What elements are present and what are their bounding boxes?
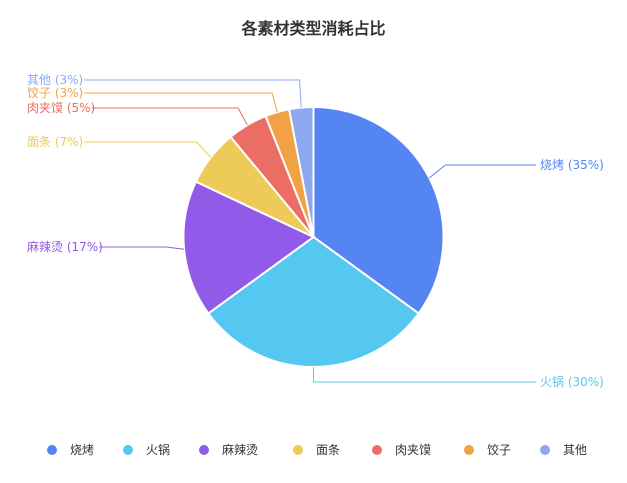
slice-label: 麻辣烫 (17%)	[27, 239, 103, 254]
chart-title: 各素材类型消耗占比	[241, 19, 386, 38]
label-leader-line	[429, 164, 536, 179]
legend-item[interactable]: 肉夹馍	[372, 443, 431, 457]
pie-slice[interactable]	[312, 105, 445, 315]
slice-label: 其他 (3%)	[27, 73, 83, 87]
legend-item[interactable]: 面条	[293, 443, 340, 457]
slice-label: 饺子 (3%)	[27, 85, 83, 100]
slice-label: 面条 (7%)	[27, 135, 83, 149]
legend-marker	[372, 445, 382, 455]
legend-marker	[464, 445, 474, 455]
legend-label: 火锅	[146, 442, 170, 457]
label-leader-line	[84, 79, 302, 108]
pie-slice[interactable]	[206, 235, 421, 368]
legend-label: 肉夹馍	[395, 443, 431, 457]
slice-label: 火锅 (30%)	[540, 374, 604, 389]
legend-item[interactable]: 饺子	[464, 442, 511, 457]
pie-slice[interactable]	[287, 105, 315, 238]
legend-item[interactable]: 其他	[540, 443, 587, 457]
label-leader-line	[84, 92, 278, 113]
pie-slice[interactable]	[182, 180, 316, 315]
legend-item[interactable]: 火锅	[123, 442, 170, 457]
slice-label: 肉夹馍 (5%)	[27, 101, 95, 115]
legend-marker	[293, 445, 303, 455]
legend-marker	[123, 445, 133, 455]
label-leader-line	[99, 246, 185, 250]
slice-label: 烧烤 (35%)	[540, 157, 604, 172]
legend-item[interactable]: 烧烤	[47, 442, 94, 457]
legend-label: 饺子	[487, 442, 511, 457]
label-leader-line	[84, 141, 212, 158]
legend-item[interactable]: 麻辣烫	[199, 442, 258, 457]
legend-marker	[199, 445, 209, 455]
legend-label: 麻辣烫	[222, 442, 258, 457]
legend-label: 其他	[563, 443, 587, 457]
legend-label: 烧烤	[70, 442, 94, 457]
legend-marker	[540, 445, 550, 455]
label-leader-line	[91, 107, 248, 126]
legend-label: 面条	[316, 443, 340, 457]
legend-marker	[47, 445, 57, 455]
label-leader-line	[313, 367, 536, 383]
